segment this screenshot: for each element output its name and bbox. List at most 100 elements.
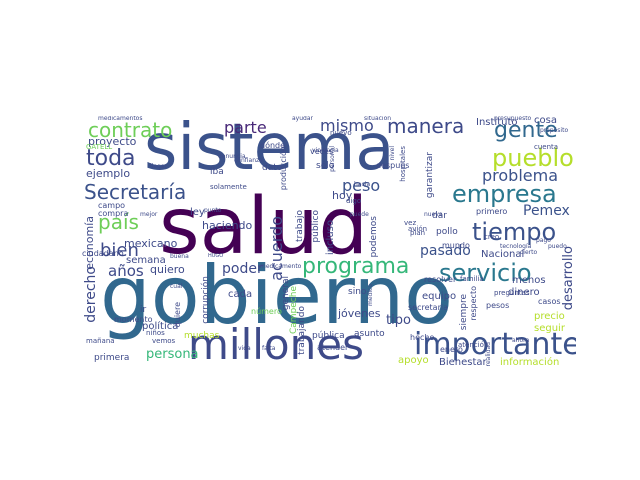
cloud-word: ejemplo [86,167,131,180]
cloud-word: puede [350,211,369,218]
cloud-word: secretaria [408,303,448,312]
cloud-word: mundo [442,241,470,250]
cloud-word: denuncia [218,153,246,160]
cloud-word: ayudar [292,116,313,122]
cloud-word: contrato [88,118,173,142]
cloud-word: empresa [452,180,557,208]
cloud-word: pasado [420,243,471,259]
cloud-word: problema [482,166,559,185]
cloud-word: semana [126,255,166,266]
cloud-word: pollo [436,227,458,237]
cloud-word: Nacional [481,249,525,260]
cloud-word: pública [312,331,345,341]
cloud-word: pueblo [492,144,574,172]
cloud-word: política [142,321,179,332]
cloud-word: medicamento [260,263,302,270]
cloud-word: personal [329,146,336,172]
cloud-word: médico [367,284,374,306]
cloud-word: Bienestar [439,357,487,368]
cloud-word: dar [432,211,447,221]
cloud-word: resolver [424,275,457,284]
cloud-word: solamente [210,183,247,191]
cloud-word: tiempo [472,218,557,246]
cloud-word: cuenta [534,143,559,151]
cloud-word: garantizar [425,152,435,199]
cloud-word: falta [262,345,276,352]
cloud-word: peso [342,176,381,195]
cloud-word: equipo [422,291,457,302]
cloud-word: poder [222,261,263,277]
cloud-word: ciudadano [82,249,124,258]
cloud-word: GATELL [86,143,113,151]
cloud-word: digo [346,197,362,205]
cloud-word: menos [512,275,546,286]
cloud-word: confianza [234,157,263,164]
cloud-word: acuerdo [267,216,286,281]
cloud-word: hospitales [399,146,407,182]
cloud-word: atender [317,343,349,352]
cloud-word: manera [387,116,465,138]
cloud-word: veces [310,147,334,156]
cloud-word: atención [458,341,489,349]
cloud-word: nueva [424,211,443,218]
cloud-word: producción [279,146,288,191]
cloud-word: gente [494,118,558,143]
cloud-word: persona [146,347,199,362]
cloud-word: violencia [312,147,339,154]
cloud-word: quiere [173,302,182,328]
cloud-word: mexicano [124,237,178,250]
cloud-word: ley [190,207,205,218]
cloud-word: Instituto [476,117,518,128]
cloud-word: casos [538,297,561,306]
cloud-word: público [311,210,321,243]
cloud-word: siempre [459,294,469,331]
cloud-word: plan [410,229,426,237]
cloud-word: trabajo [295,210,305,242]
cloud-word: ahora [512,337,530,344]
cloud-word: niños [146,329,165,337]
cloud-word: haciendo [202,219,253,232]
cloud-word: seguir [534,323,565,334]
cloud-word: mismo [320,116,374,135]
cloud-word: jóvenes [338,307,381,320]
cloud-word: cuál [170,283,183,290]
cloud-word: apoyo [398,355,429,366]
cloud-word: nivel [389,146,396,161]
cloud-word: dónde [260,141,286,150]
cloud-word: podemos [369,216,379,258]
word-cloud: salud sistema gobierno millones importan… [64,116,576,370]
cloud-word: realidad [485,342,492,367]
cloud-word: propósito [540,127,569,134]
cloud-word: economía [83,216,96,270]
cloud-word: país [98,210,139,234]
cloud-word: punto [204,207,222,214]
cloud-word: cierto [520,249,538,256]
cloud-word: hoy [332,189,353,202]
cloud-word: presupuesto [494,116,532,122]
cloud-word: asunto [354,329,385,339]
cloud-word: avión [408,225,428,233]
cloud-word: enero [440,345,463,354]
cloud-word: parte [224,118,267,137]
cloud-word: HUGO [208,253,224,259]
cloud-word: mañana [86,337,115,345]
cloud-word: hecho [410,333,435,342]
cloud-word: compra [98,209,129,218]
cloud-word: Pemex [523,203,570,219]
cloud-word: nuevo [330,129,352,137]
cloud-word: toda [86,146,136,171]
cloud-word: proyecto [88,135,137,148]
cloud-word: incluso [325,220,336,256]
cloud-word: tipo [386,313,411,328]
cloud-word: iba [210,167,224,177]
cloud-word: respecto [469,286,478,321]
cloud-word: cada [228,289,253,300]
cloud-word: medicamentos [98,116,143,122]
cloud-word: servicio [439,259,532,287]
cloud-word: llegar [150,163,167,170]
cloud-word: dinero [508,287,540,298]
cloud-word: cosa [534,116,557,126]
cloud-word: preguntas [494,289,530,297]
cloud-word: millones [188,320,364,369]
